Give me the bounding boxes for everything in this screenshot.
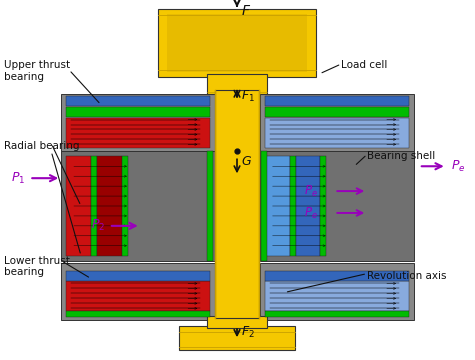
Bar bbox=[265, 311, 409, 317]
Bar bbox=[215, 90, 259, 318]
Bar bbox=[61, 151, 215, 261]
Bar bbox=[91, 156, 97, 256]
Bar bbox=[66, 280, 210, 311]
Text: $P_e$: $P_e$ bbox=[451, 159, 465, 174]
Bar bbox=[97, 156, 122, 256]
Text: $F$: $F$ bbox=[241, 4, 251, 18]
Bar bbox=[265, 271, 409, 280]
Text: $P_2$: $P_2$ bbox=[91, 218, 105, 233]
Text: Upper thrust
bearing: Upper thrust bearing bbox=[3, 60, 70, 82]
Bar bbox=[295, 156, 321, 256]
Text: Lower thrust
bearing: Lower thrust bearing bbox=[3, 256, 69, 277]
Bar bbox=[66, 107, 210, 117]
Bar bbox=[122, 156, 128, 256]
Text: Revolution axis: Revolution axis bbox=[367, 271, 446, 280]
Bar bbox=[66, 156, 91, 256]
Text: $F_2$: $F_2$ bbox=[241, 325, 255, 340]
Bar bbox=[158, 9, 316, 77]
Bar bbox=[168, 14, 306, 72]
Text: $P_e$: $P_e$ bbox=[304, 184, 317, 199]
Bar bbox=[265, 107, 409, 117]
Bar bbox=[261, 151, 267, 261]
Bar bbox=[207, 316, 267, 328]
Text: Load cell: Load cell bbox=[342, 60, 388, 70]
Bar bbox=[207, 74, 267, 94]
Bar bbox=[260, 151, 414, 261]
Bar bbox=[265, 118, 409, 148]
Bar bbox=[180, 326, 294, 350]
Bar bbox=[260, 94, 414, 151]
Bar bbox=[290, 156, 295, 256]
Bar bbox=[61, 94, 215, 151]
Bar bbox=[66, 271, 210, 280]
Bar bbox=[61, 263, 215, 320]
Text: Radial bearing: Radial bearing bbox=[3, 141, 79, 152]
Bar bbox=[265, 280, 409, 311]
Text: $F_1$: $F_1$ bbox=[241, 89, 255, 104]
Bar bbox=[66, 96, 210, 105]
Bar bbox=[265, 96, 409, 105]
Bar bbox=[321, 156, 326, 256]
Bar bbox=[265, 156, 290, 256]
Text: $P_1$: $P_1$ bbox=[11, 171, 25, 186]
Bar bbox=[66, 118, 210, 148]
Text: $P_e$: $P_e$ bbox=[304, 206, 317, 221]
Bar bbox=[207, 151, 213, 261]
Bar bbox=[260, 263, 414, 320]
Text: $G$: $G$ bbox=[241, 155, 252, 168]
Text: Bearing shell: Bearing shell bbox=[367, 151, 436, 161]
Bar bbox=[66, 311, 210, 317]
